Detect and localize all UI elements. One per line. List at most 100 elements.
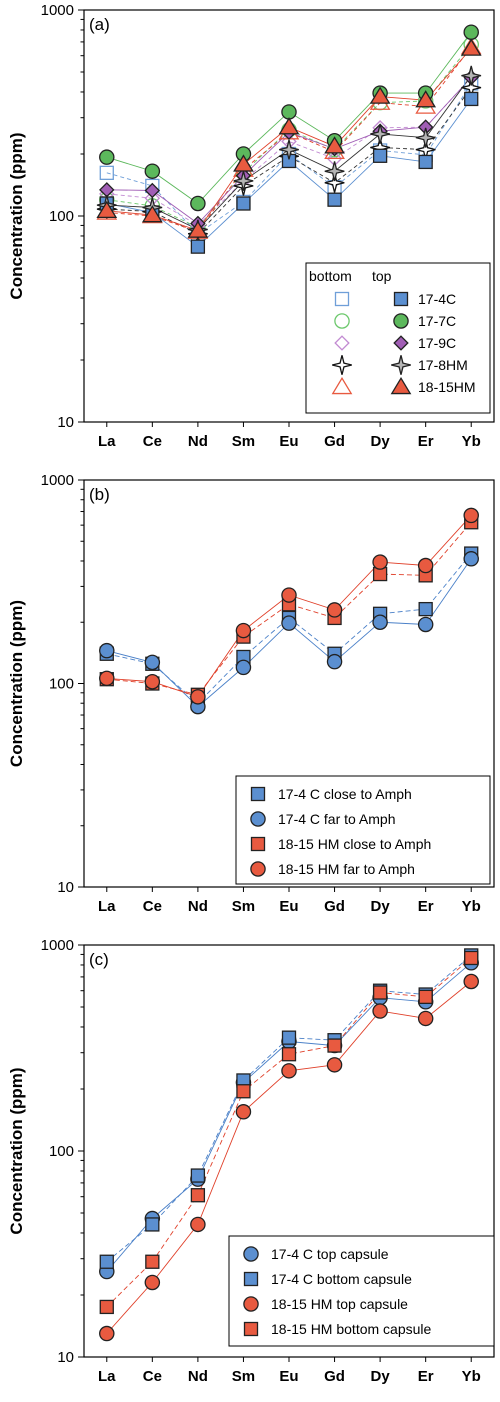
x-tick-label: Gd bbox=[324, 898, 345, 915]
data-point bbox=[235, 622, 252, 639]
series-line bbox=[106, 955, 472, 1263]
legend-marker bbox=[393, 335, 409, 351]
y-tick-label: 1000 bbox=[41, 937, 74, 954]
legend-marker bbox=[250, 786, 266, 802]
data-point bbox=[372, 554, 388, 570]
legend-label: 17-8HM bbox=[418, 357, 468, 373]
legend-label: 18-15HM bbox=[418, 379, 476, 395]
data-point bbox=[281, 1030, 297, 1045]
data-point bbox=[99, 1299, 114, 1315]
data-point bbox=[281, 615, 297, 631]
data-point bbox=[463, 973, 479, 990]
data-point bbox=[144, 182, 161, 199]
data-point bbox=[190, 1188, 206, 1203]
y-tick-label: 1000 bbox=[41, 472, 74, 489]
legend-marker bbox=[250, 861, 266, 877]
legend-marker bbox=[334, 335, 350, 351]
legend-label: 18-15 HM far to Amph bbox=[278, 861, 415, 877]
data-point bbox=[415, 90, 437, 108]
data-point bbox=[145, 1254, 160, 1269]
data-point bbox=[327, 192, 342, 207]
data-point bbox=[187, 220, 209, 238]
data-point bbox=[461, 65, 482, 86]
panel-label: (b) bbox=[89, 485, 110, 504]
x-tick-label: La bbox=[98, 898, 116, 915]
data-point bbox=[279, 139, 299, 160]
data-point bbox=[278, 117, 300, 135]
data-point bbox=[190, 239, 206, 254]
data-point bbox=[324, 161, 345, 182]
data-point bbox=[144, 163, 161, 179]
y-axis-label: Concentration (ppm) bbox=[7, 1067, 26, 1234]
y-tick-label: 1000 bbox=[41, 2, 74, 19]
data-point bbox=[415, 127, 436, 148]
series-line bbox=[106, 83, 472, 235]
legend-label: 17-4 C far to Amph bbox=[278, 811, 396, 827]
data-point bbox=[464, 950, 479, 966]
legend-header-bottom: bottom bbox=[309, 268, 352, 284]
legend-marker bbox=[393, 313, 409, 329]
data-point bbox=[99, 642, 115, 659]
data-point bbox=[144, 654, 161, 671]
data-point bbox=[236, 1084, 251, 1099]
data-point bbox=[327, 1038, 342, 1053]
x-tick-label: Eu bbox=[279, 433, 298, 450]
data-point bbox=[370, 124, 391, 144]
legend-marker bbox=[334, 313, 350, 329]
data-point bbox=[418, 154, 433, 170]
data-point bbox=[99, 165, 114, 180]
x-tick-label: Er bbox=[418, 898, 434, 915]
data-point bbox=[326, 1057, 343, 1073]
x-tick-label: Eu bbox=[279, 1368, 298, 1385]
panel-label: (c) bbox=[89, 950, 109, 969]
data-point bbox=[233, 154, 254, 172]
legend-marker bbox=[243, 1321, 259, 1337]
x-tick-label: Yb bbox=[462, 898, 481, 915]
x-tick-label: Er bbox=[418, 433, 434, 450]
x-tick-label: Nd bbox=[188, 898, 208, 915]
x-tick-label: Sm bbox=[232, 898, 255, 915]
data-point bbox=[324, 136, 345, 154]
legend-marker bbox=[250, 836, 266, 852]
data-point bbox=[372, 1003, 388, 1019]
data-point bbox=[417, 557, 434, 574]
x-tick-label: Nd bbox=[188, 433, 208, 450]
legend-marker bbox=[332, 355, 352, 375]
y-axis-label: Concentration (ppm) bbox=[7, 600, 26, 767]
data-point bbox=[235, 1104, 252, 1120]
data-point bbox=[326, 653, 343, 670]
data-point bbox=[372, 985, 388, 1000]
data-point bbox=[372, 614, 388, 630]
legend-label: 17-4 C close to Amph bbox=[278, 786, 412, 802]
panel-b: 10 100 1000 La Ce Nd Sm Eu Gd Dy Er Yb Concentration… bbox=[7, 472, 495, 915]
x-tick-label: Ce bbox=[143, 433, 162, 450]
data-point bbox=[99, 670, 115, 687]
legend-label: 18-15 HM close to Amph bbox=[278, 836, 431, 852]
y-tick-label: 10 bbox=[57, 414, 74, 431]
legend-label: 17-4C bbox=[418, 291, 456, 307]
series-line bbox=[106, 521, 472, 696]
data-point bbox=[326, 602, 343, 618]
data-point bbox=[281, 1047, 297, 1062]
legend: 17-4 C close to Amph 17-4 C far to Amph 18… bbox=[235, 775, 491, 885]
legend-label: 17-9C bbox=[418, 335, 456, 351]
data-point bbox=[145, 1217, 160, 1232]
x-tick-label: Dy bbox=[371, 433, 391, 450]
data-point bbox=[190, 195, 206, 212]
legend-marker bbox=[393, 291, 409, 307]
x-tick-label: Dy bbox=[371, 898, 391, 915]
x-tick-label: Yb bbox=[462, 1368, 481, 1385]
x-tick-label: Yb bbox=[462, 433, 481, 450]
legend-marker bbox=[334, 291, 350, 307]
data-point bbox=[281, 1063, 297, 1079]
data-point bbox=[236, 196, 251, 211]
panel-label: (a) bbox=[89, 15, 110, 34]
data-point bbox=[464, 91, 479, 107]
data-point bbox=[96, 200, 118, 219]
data-point bbox=[369, 86, 391, 104]
legend-marker bbox=[250, 811, 266, 827]
legend-header-top: top bbox=[372, 268, 392, 284]
x-tick-label: Er bbox=[418, 1368, 434, 1385]
x-tick-label: Eu bbox=[279, 898, 298, 915]
y-tick-label: 100 bbox=[49, 208, 74, 225]
